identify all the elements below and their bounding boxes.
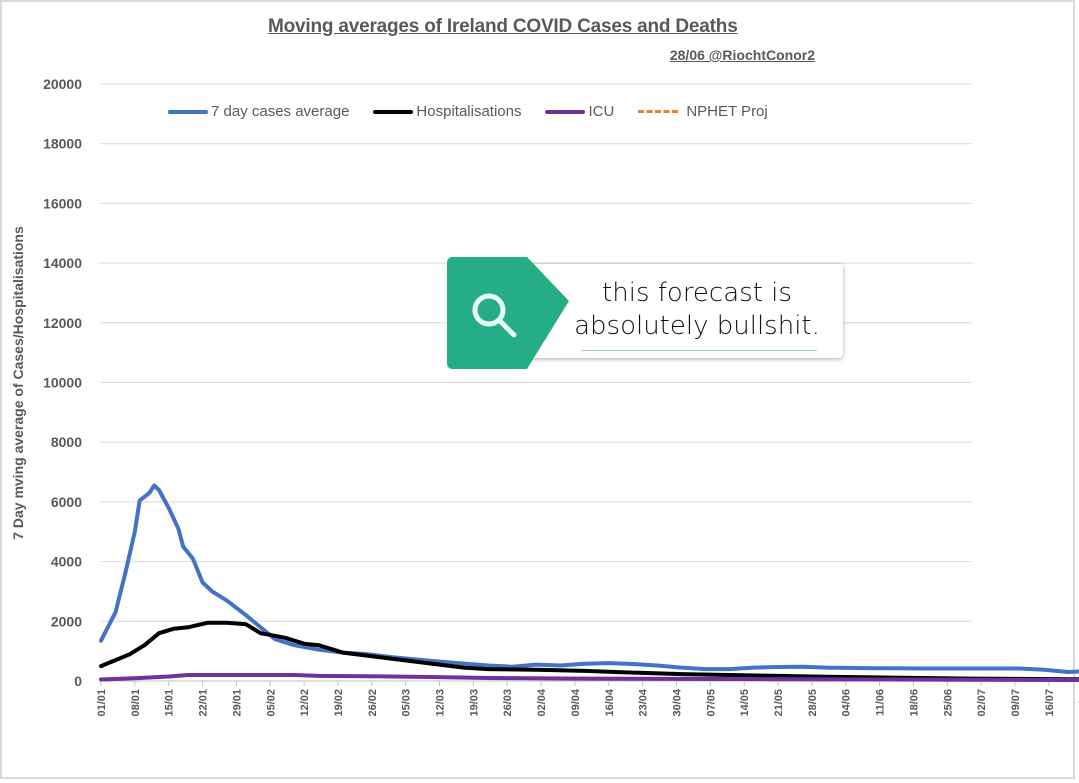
x-tick-label: 01/01: [96, 689, 108, 717]
y-tick-label: 6000: [51, 494, 82, 510]
chart-title: Moving averages of Ireland COVID Cases a…: [268, 16, 738, 37]
x-tick-label: 02/04: [536, 688, 548, 716]
series-line-icu: [99, 673, 1079, 682]
series-line-7-day-cases-average: [99, 483, 1079, 674]
x-tick-label: 21/05: [773, 689, 785, 717]
y-tick-label: 20000: [43, 76, 82, 92]
legend-swatch-cases: [168, 109, 208, 114]
legend-item-icu: ICU: [545, 103, 614, 120]
legend-label-cases: 7 day cases average: [211, 103, 350, 120]
search-icon: [472, 293, 517, 338]
annotation-text: this forecast is absolutely bullshit.: [547, 277, 847, 343]
x-tick-label: 07/05: [705, 689, 717, 717]
legend-swatch-hospitalisations: [373, 109, 414, 114]
annotation-callout: this forecast is absolutely bullshit.: [447, 257, 845, 369]
y-tick-label: 10000: [43, 375, 82, 391]
x-tick-label: 02/07: [976, 689, 988, 717]
x-tick-label: 23/07: [1078, 689, 1079, 717]
x-tick-label: 26/02: [367, 689, 379, 717]
annotation-underline: [581, 350, 817, 351]
x-tick-label: 15/01: [164, 689, 176, 717]
annotation-line-2: absolutely bullshit.: [574, 311, 820, 341]
x-tick-label: 12/03: [435, 689, 447, 717]
y-tick-label: 4000: [51, 554, 82, 570]
chart-subtitle: 28/06 @RiochtConor2: [669, 47, 815, 63]
annotation-line-1: this forecast is: [602, 278, 792, 308]
annotation-tag: [447, 257, 569, 369]
chart-legend: 7 day cases average Hospitalisations ICU…: [168, 103, 792, 120]
x-tick-label: 29/01: [231, 689, 243, 717]
legend-item-nphet: NPHET Proj: [638, 103, 768, 120]
x-tick-label: 11/06: [875, 689, 887, 716]
y-tick-label: 18000: [43, 136, 82, 152]
legend-item-hospitalisations: Hospitalisations: [373, 103, 521, 120]
y-tick-label: 16000: [43, 195, 82, 211]
x-tick-label: 14/05: [739, 689, 751, 717]
x-tick-label: 19/02: [333, 689, 345, 717]
x-tick-label: 05/03: [401, 689, 413, 717]
x-tick-label: 09/04: [570, 688, 582, 716]
legend-swatch-icu: [545, 109, 586, 114]
y-tick-label: 2000: [51, 613, 82, 629]
x-tick-label: 30/04: [671, 688, 683, 716]
legend-swatch-nphet: [638, 110, 679, 113]
y-tick-label: 12000: [43, 315, 82, 331]
x-tick-label: 28/05: [807, 689, 819, 717]
x-tick-label: 18/06: [908, 689, 920, 717]
legend-label-hospitalisations: Hospitalisations: [416, 103, 522, 120]
legend-label-nphet: NPHET Proj: [686, 103, 768, 120]
x-tick-label: 04/06: [841, 689, 853, 717]
x-tick-label: 23/04: [638, 688, 650, 716]
series-line-hospitalisations: [99, 620, 1079, 682]
x-tick-label: 08/01: [130, 689, 142, 717]
x-tick-label: 19/03: [468, 689, 480, 717]
y-tick-label: 0: [74, 673, 82, 689]
legend-label-icu: ICU: [588, 103, 615, 120]
x-tick-label: 12/02: [299, 689, 311, 717]
y-tick-label: 8000: [51, 434, 82, 450]
x-tick-label: 05/02: [265, 689, 277, 717]
x-tick-label: 09/07: [1010, 689, 1022, 717]
x-tick-label: 16/07: [1044, 689, 1056, 717]
x-tick-label: 25/06: [942, 689, 954, 717]
legend-item-cases: 7 day cases average: [168, 103, 349, 120]
x-tick-label: 26/03: [502, 689, 514, 717]
x-tick-label: 16/04: [604, 688, 616, 716]
y-tick-label: 14000: [43, 255, 82, 271]
x-tick-label: 22/01: [198, 689, 210, 717]
